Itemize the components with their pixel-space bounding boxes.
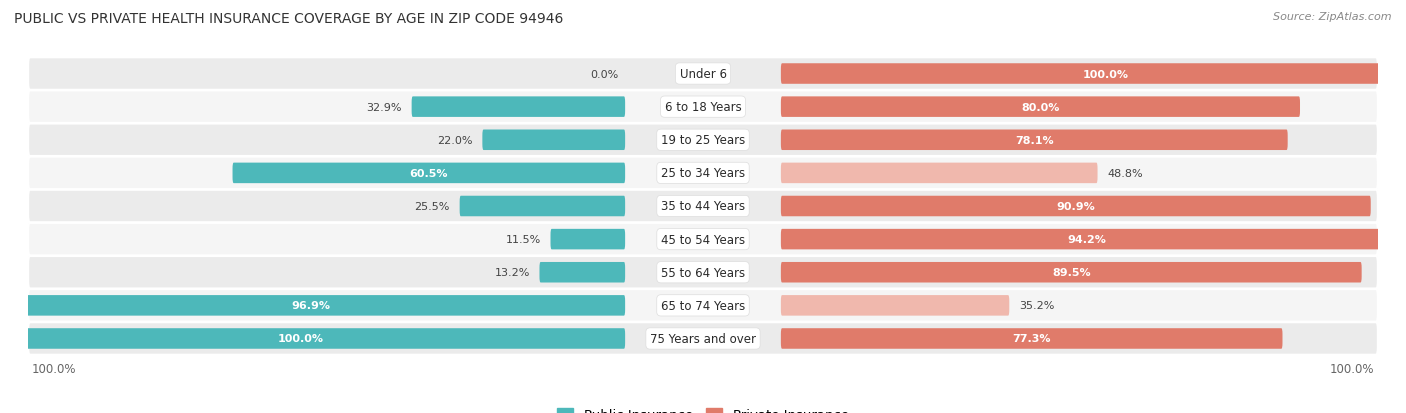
FancyBboxPatch shape (28, 190, 1378, 223)
FancyBboxPatch shape (28, 290, 1378, 322)
FancyBboxPatch shape (0, 295, 626, 316)
Text: 6 to 18 Years: 6 to 18 Years (665, 101, 741, 114)
Text: 80.0%: 80.0% (1021, 102, 1060, 112)
Text: 32.9%: 32.9% (367, 102, 402, 112)
FancyBboxPatch shape (0, 328, 626, 349)
Text: 78.1%: 78.1% (1015, 135, 1053, 145)
Text: Under 6: Under 6 (679, 68, 727, 81)
Text: 35 to 44 Years: 35 to 44 Years (661, 200, 745, 213)
FancyBboxPatch shape (780, 97, 1301, 118)
FancyBboxPatch shape (28, 91, 1378, 123)
Text: 94.2%: 94.2% (1067, 235, 1107, 244)
FancyBboxPatch shape (780, 328, 1282, 349)
Text: 100.0%: 100.0% (1083, 69, 1129, 79)
Text: 25.5%: 25.5% (415, 202, 450, 211)
Text: 48.8%: 48.8% (1108, 169, 1143, 178)
FancyBboxPatch shape (460, 196, 626, 217)
FancyBboxPatch shape (540, 262, 626, 283)
FancyBboxPatch shape (28, 157, 1378, 190)
Text: 77.3%: 77.3% (1012, 334, 1050, 344)
Text: PUBLIC VS PRIVATE HEALTH INSURANCE COVERAGE BY AGE IN ZIP CODE 94946: PUBLIC VS PRIVATE HEALTH INSURANCE COVER… (14, 12, 564, 26)
Text: 96.9%: 96.9% (291, 301, 330, 311)
FancyBboxPatch shape (780, 196, 1371, 217)
FancyBboxPatch shape (780, 295, 1010, 316)
Text: 11.5%: 11.5% (506, 235, 541, 244)
Text: 100.0%: 100.0% (1330, 363, 1375, 375)
Legend: Public Insurance, Private Insurance: Public Insurance, Private Insurance (553, 402, 853, 413)
Text: 22.0%: 22.0% (437, 135, 472, 145)
Text: 0.0%: 0.0% (591, 69, 619, 79)
FancyBboxPatch shape (412, 97, 626, 118)
FancyBboxPatch shape (780, 130, 1288, 151)
FancyBboxPatch shape (780, 262, 1361, 283)
Text: 90.9%: 90.9% (1056, 202, 1095, 211)
Text: 60.5%: 60.5% (409, 169, 449, 178)
Text: 45 to 54 Years: 45 to 54 Years (661, 233, 745, 246)
Text: 100.0%: 100.0% (31, 363, 76, 375)
Text: 75 Years and over: 75 Years and over (650, 332, 756, 345)
Text: 65 to 74 Years: 65 to 74 Years (661, 299, 745, 312)
FancyBboxPatch shape (232, 163, 626, 184)
Text: 13.2%: 13.2% (495, 268, 530, 278)
FancyBboxPatch shape (780, 229, 1392, 250)
Text: 100.0%: 100.0% (277, 334, 323, 344)
FancyBboxPatch shape (482, 130, 626, 151)
FancyBboxPatch shape (28, 323, 1378, 355)
Text: 35.2%: 35.2% (1019, 301, 1054, 311)
Text: 89.5%: 89.5% (1052, 268, 1091, 278)
FancyBboxPatch shape (28, 223, 1378, 256)
FancyBboxPatch shape (28, 256, 1378, 289)
Text: 25 to 34 Years: 25 to 34 Years (661, 167, 745, 180)
Text: 19 to 25 Years: 19 to 25 Years (661, 134, 745, 147)
Text: 55 to 64 Years: 55 to 64 Years (661, 266, 745, 279)
FancyBboxPatch shape (28, 124, 1378, 157)
FancyBboxPatch shape (780, 163, 1098, 184)
Text: Source: ZipAtlas.com: Source: ZipAtlas.com (1274, 12, 1392, 22)
FancyBboxPatch shape (551, 229, 626, 250)
FancyBboxPatch shape (780, 64, 1406, 85)
FancyBboxPatch shape (28, 58, 1378, 90)
